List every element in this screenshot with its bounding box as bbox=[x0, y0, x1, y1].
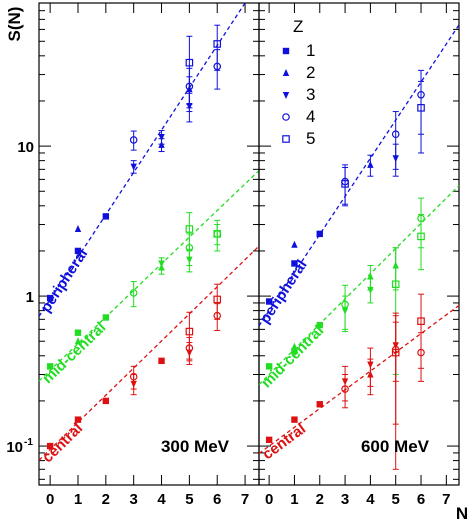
legend-marker bbox=[282, 92, 290, 99]
data-point bbox=[74, 225, 82, 233]
legend-marker bbox=[282, 69, 290, 76]
x-tick-label: 1 bbox=[74, 491, 82, 508]
data-point bbox=[391, 130, 400, 139]
x-tick-label: 7 bbox=[241, 491, 249, 508]
data-point bbox=[291, 342, 298, 350]
data-point bbox=[316, 321, 323, 329]
data-point bbox=[291, 347, 298, 355]
fit-line bbox=[258, 24, 460, 327]
data-point bbox=[213, 230, 222, 238]
energy-label: 600 MeV bbox=[361, 437, 430, 456]
data-point bbox=[130, 380, 137, 388]
y-tick-label: 10 bbox=[6, 439, 23, 456]
data-point bbox=[74, 247, 82, 255]
data-point bbox=[391, 280, 400, 289]
data-point bbox=[46, 442, 54, 450]
data-point bbox=[74, 416, 82, 423]
data-point bbox=[265, 436, 273, 444]
x-tick-label: 6 bbox=[417, 491, 425, 508]
data-point bbox=[74, 329, 82, 336]
data-point bbox=[130, 163, 137, 171]
data-point bbox=[185, 225, 194, 233]
data-point bbox=[265, 298, 273, 305]
legend-marker bbox=[282, 47, 290, 55]
x-tick-label: 4 bbox=[366, 491, 375, 508]
data-point bbox=[265, 363, 273, 370]
data-point bbox=[185, 327, 194, 336]
plot-frame bbox=[258, 2, 460, 486]
y-tick-label: 1 bbox=[26, 289, 34, 306]
data-point bbox=[102, 397, 110, 405]
x-axis: 0 1 2 3 4 5 6 7 bbox=[46, 3, 249, 508]
data-point bbox=[74, 337, 82, 345]
legend-label: 3 bbox=[306, 85, 315, 104]
data-point bbox=[129, 136, 138, 144]
data-point bbox=[46, 363, 54, 370]
x-tick-label: 5 bbox=[392, 491, 400, 508]
data-point bbox=[102, 314, 110, 321]
data-point bbox=[367, 272, 374, 280]
y-axis bbox=[259, 2, 459, 480]
data-point bbox=[291, 240, 298, 248]
x-tick-label: 1 bbox=[290, 491, 298, 508]
data-point bbox=[291, 260, 298, 267]
x-tick-label: 0 bbox=[46, 491, 54, 508]
x-tick-label: 0 bbox=[265, 491, 273, 508]
data-point bbox=[158, 357, 165, 365]
data-point bbox=[213, 295, 222, 304]
x-tick-label: 5 bbox=[185, 491, 193, 508]
data-point bbox=[392, 342, 399, 350]
data-point bbox=[417, 348, 425, 357]
data-point bbox=[102, 213, 110, 220]
x-tick-label: 7 bbox=[442, 491, 450, 508]
data-point bbox=[158, 134, 165, 142]
y-tick-exponent: -1 bbox=[24, 437, 33, 448]
data-point bbox=[367, 370, 374, 378]
energy-label: 300 MeV bbox=[161, 437, 230, 456]
x-axis-label: N bbox=[456, 504, 468, 523]
x-tick-label: 4 bbox=[157, 491, 166, 508]
data-point bbox=[316, 401, 323, 408]
y-tick-label: 10 bbox=[17, 139, 34, 156]
data-point bbox=[186, 256, 193, 264]
data-point bbox=[213, 40, 222, 48]
x-tick-label: 6 bbox=[213, 491, 221, 508]
data-point bbox=[417, 317, 425, 326]
x-tick-label: 2 bbox=[316, 491, 324, 508]
data-point bbox=[417, 104, 425, 112]
data-point bbox=[417, 232, 425, 241]
data-point bbox=[46, 294, 54, 302]
legend-title: Z bbox=[293, 17, 303, 36]
data-point bbox=[367, 160, 374, 168]
data-point bbox=[291, 416, 298, 423]
data-point bbox=[158, 260, 165, 268]
data-point bbox=[392, 155, 399, 163]
fit-line bbox=[38, 245, 260, 461]
y-axis-label: S(N) bbox=[5, 7, 24, 42]
data-point bbox=[186, 349, 193, 357]
legend: Z1 2 3 4 5 bbox=[282, 17, 315, 148]
fit-line bbox=[258, 185, 460, 386]
data-point bbox=[316, 230, 323, 238]
data-point bbox=[341, 307, 349, 315]
data-point bbox=[213, 311, 222, 320]
data-point bbox=[341, 180, 349, 188]
legend-label: 4 bbox=[306, 107, 315, 126]
x-tick-label: 2 bbox=[102, 491, 110, 508]
x-tick-label: 3 bbox=[341, 491, 349, 508]
data-point bbox=[341, 378, 349, 386]
legend-label: 2 bbox=[306, 63, 315, 82]
data-point bbox=[129, 289, 138, 297]
x-tick-label: 3 bbox=[130, 491, 138, 508]
legend-marker bbox=[282, 135, 290, 143]
legend-label: 5 bbox=[306, 129, 315, 148]
data-point bbox=[185, 58, 194, 67]
legend-marker bbox=[282, 113, 290, 121]
data-point bbox=[367, 286, 374, 294]
fit-line bbox=[38, 170, 260, 382]
legend-label: 1 bbox=[306, 41, 315, 60]
